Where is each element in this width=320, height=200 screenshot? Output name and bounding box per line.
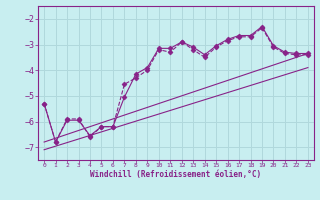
X-axis label: Windchill (Refroidissement éolien,°C): Windchill (Refroidissement éolien,°C) — [91, 170, 261, 179]
